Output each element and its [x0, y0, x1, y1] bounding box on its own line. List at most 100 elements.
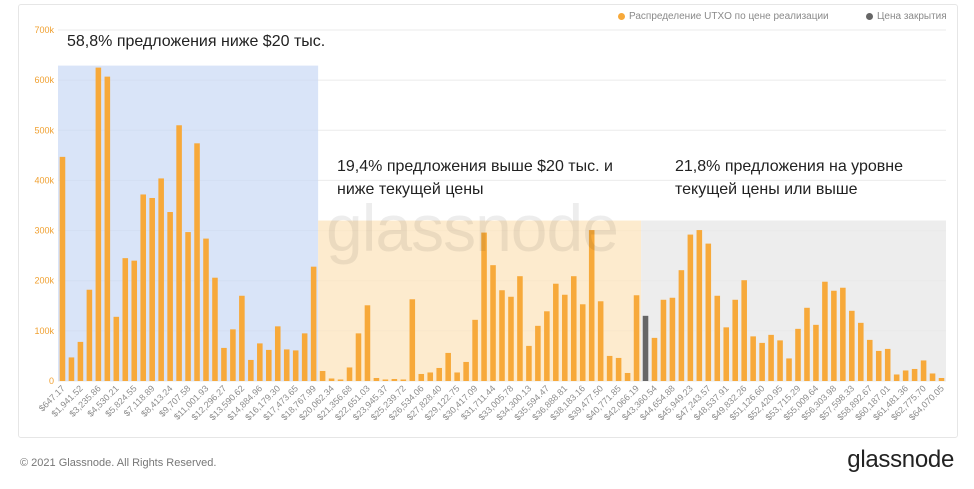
- glassnode-logo[interactable]: glassnode: [847, 446, 954, 473]
- bar: [131, 260, 138, 381]
- bar: [292, 350, 299, 381]
- bar: [840, 287, 846, 381]
- gray-dot-icon: [866, 13, 873, 20]
- bar: [158, 178, 164, 381]
- bar: [831, 290, 837, 381]
- bar: [633, 295, 640, 381]
- bar: [319, 370, 326, 381]
- y-tick-label: 700k: [34, 25, 54, 35]
- bar: [203, 238, 209, 381]
- bar: [562, 294, 568, 381]
- bar: [920, 360, 927, 381]
- bar: [355, 333, 362, 381]
- bar: [813, 324, 819, 381]
- bar: [194, 143, 200, 381]
- bar: [212, 277, 218, 381]
- bar: [768, 334, 774, 381]
- bar: [364, 305, 371, 381]
- legend-close-label: Цена закрытия: [877, 11, 947, 22]
- bar: [221, 347, 227, 381]
- bar: [732, 299, 738, 381]
- bar: [579, 304, 586, 381]
- bar: [606, 355, 613, 381]
- bar: [86, 289, 93, 381]
- highlight-region-2: [318, 220, 642, 381]
- bar: [893, 374, 900, 381]
- bar: [597, 301, 604, 381]
- bar: [517, 276, 523, 381]
- bar: [337, 379, 344, 381]
- bar: [553, 283, 559, 381]
- bar: [759, 342, 765, 381]
- y-tick-label: 0: [49, 376, 54, 386]
- bar: [624, 372, 631, 381]
- bar: [95, 67, 102, 381]
- bar: [59, 156, 66, 381]
- bar: [535, 325, 541, 381]
- bar: [490, 265, 496, 381]
- bar: [687, 234, 694, 381]
- bar: [463, 361, 469, 381]
- watermark: glassnode: [326, 191, 619, 265]
- bar: [795, 328, 801, 381]
- legend-utxo-label: Распределение UTXO по цене реализации: [629, 11, 829, 22]
- bar: [875, 350, 882, 381]
- bar: [696, 230, 703, 381]
- bar: [310, 266, 317, 381]
- bar: [418, 373, 425, 381]
- bar: [777, 340, 783, 381]
- bar: [705, 243, 712, 381]
- y-tick-label: 300k: [34, 226, 54, 236]
- bar: [678, 270, 685, 381]
- bar: [822, 281, 828, 381]
- bar: [508, 296, 514, 381]
- bar: [391, 378, 398, 381]
- annotation-above-current: 21,8% предложения на уровне текущей цены…: [675, 158, 904, 198]
- bar: [454, 372, 460, 381]
- bar: [274, 326, 281, 381]
- bar: [436, 367, 442, 381]
- highlight-region-3: [641, 220, 946, 381]
- y-tick-label: 500k: [34, 125, 54, 135]
- bar: [113, 316, 120, 381]
- y-tick-label: 600k: [34, 75, 54, 85]
- bar: [248, 359, 254, 381]
- bar: [660, 299, 667, 381]
- bar: [741, 280, 747, 381]
- bar: [122, 258, 129, 381]
- legend-utxo[interactable]: Распределение UTXO по цене реализации: [618, 11, 829, 22]
- bar: [409, 299, 416, 381]
- y-tick-label: 100k: [34, 326, 54, 336]
- legend-close-price[interactable]: Цена закрытия: [866, 11, 947, 22]
- annotation-20k-to-current: 19,4% предложения выше $20 тыс. и ниже т…: [337, 158, 613, 198]
- bar: [427, 372, 434, 381]
- footer-copyright: © 2021 Glassnode. All Rights Reserved.: [20, 457, 217, 469]
- bar: [902, 370, 909, 381]
- bar: [167, 212, 173, 381]
- bar: [68, 357, 75, 381]
- bar: [750, 336, 756, 381]
- bar: [786, 358, 792, 381]
- bar: [804, 307, 810, 381]
- bar: [651, 337, 658, 381]
- bar: [615, 357, 622, 381]
- bar: [544, 311, 550, 381]
- y-tick-label: 400k: [34, 175, 54, 185]
- bar: [445, 352, 451, 381]
- bar: [400, 379, 407, 381]
- bar: [266, 349, 272, 381]
- bar: [929, 373, 936, 381]
- bar: [858, 322, 864, 381]
- bar: [382, 379, 389, 381]
- bar: [472, 319, 478, 381]
- close-price-bar: [642, 315, 649, 381]
- bar: [257, 343, 263, 381]
- y-tick-label: 200k: [34, 276, 54, 286]
- bar: [140, 194, 146, 381]
- bar: [723, 327, 730, 381]
- bar: [588, 230, 595, 381]
- bar: [104, 76, 111, 381]
- bar: [866, 339, 873, 381]
- bar: [481, 232, 487, 381]
